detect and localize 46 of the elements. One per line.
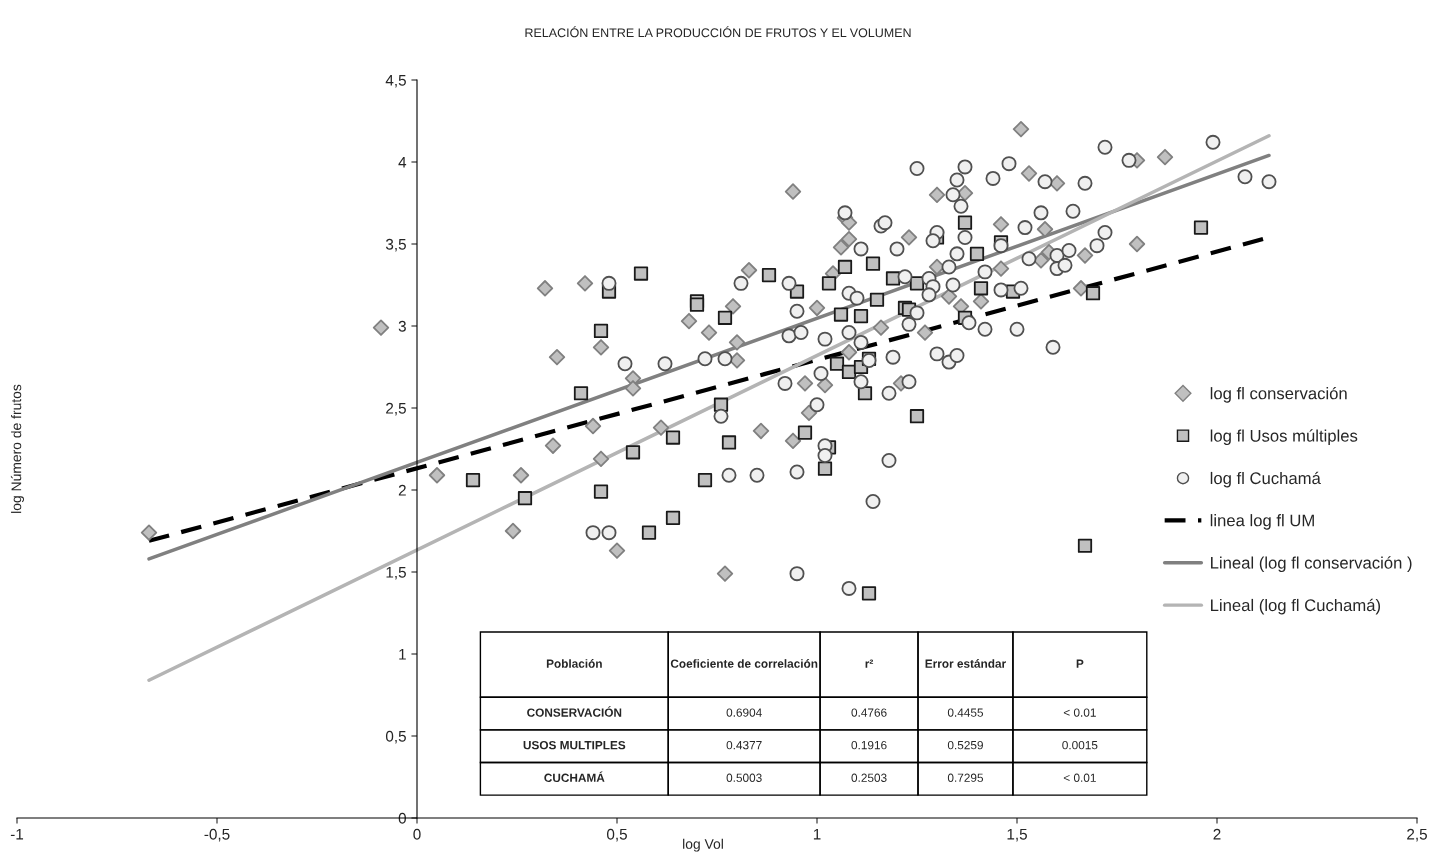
annotation: 0.5003 (726, 773, 762, 782)
x-tick-label: -0,5 (204, 828, 230, 842)
annotation: 0.0015 (1062, 741, 1098, 750)
annotation: 0.4766 (851, 708, 887, 717)
annotation: 0.1916 (851, 741, 887, 750)
y-tick-label: 1,5 (386, 567, 406, 580)
legend-label: Lineal (log fl Cuchamá) (1211, 598, 1381, 615)
legend-label: log fl conservación (1210, 386, 1347, 403)
x-tick-label: 0,5 (606, 828, 627, 842)
annotation: 0.4455 (947, 708, 984, 717)
x-tick-label: 0 (413, 828, 421, 840)
annotation: Coeficiente de correlación (670, 659, 818, 668)
y-tick-label: 1 (399, 649, 406, 660)
annotation: < 0.01 (1063, 773, 1096, 782)
annotation: CUCHAMÁ (544, 771, 605, 782)
y-tick-label: 2 (398, 484, 406, 496)
x-tick-label: 2,5 (1407, 828, 1427, 842)
y-tick-label: 3,5 (385, 238, 406, 252)
y-tick-label: 0,5 (385, 730, 406, 744)
annotation: 0.2503 (851, 773, 887, 782)
annotation: CONSERVACIÓN (527, 706, 622, 717)
y-tick-label: 3 (398, 320, 406, 332)
legend-label: Lineal (log fl conservación ) (1211, 556, 1412, 573)
annotation: r² (865, 659, 874, 668)
annotation: P (1076, 659, 1084, 668)
annotation: 0.5259 (947, 741, 983, 750)
annotation: 0.4377 (726, 741, 762, 750)
annotation: Error estándar (925, 659, 1006, 668)
chart-title: RELACIÓN ENTRE LA PRODUCCIÓN DE FRUTOS Y EL VOLUMEN (525, 26, 911, 38)
annotation: USOS MULTIPLES (523, 741, 626, 750)
x-axis-title: log Vol (683, 838, 723, 852)
legend-label: log fl Cuchamá (1210, 471, 1321, 488)
annotation: 0.7295 (947, 773, 984, 782)
annotation: 0.6904 (726, 708, 762, 717)
annotation: Población (546, 659, 602, 668)
y-axis-title: log Número de frutos (10, 384, 24, 513)
legend-label: linea log fl UM (1210, 514, 1314, 530)
x-tick-label: 1 (813, 828, 821, 840)
legend-label: log fl Usos múltiples (1210, 429, 1358, 446)
y-tick-label: 4 (398, 157, 407, 168)
x-tick-label: 1,5 (1007, 828, 1027, 842)
y-tick-label: 4,5 (385, 75, 406, 88)
y-tick-label: 2,5 (386, 402, 406, 416)
annotation: < 0.01 (1063, 708, 1096, 717)
x-tick-label: -1 (10, 828, 24, 840)
x-tick-label: 2 (1213, 828, 1221, 840)
